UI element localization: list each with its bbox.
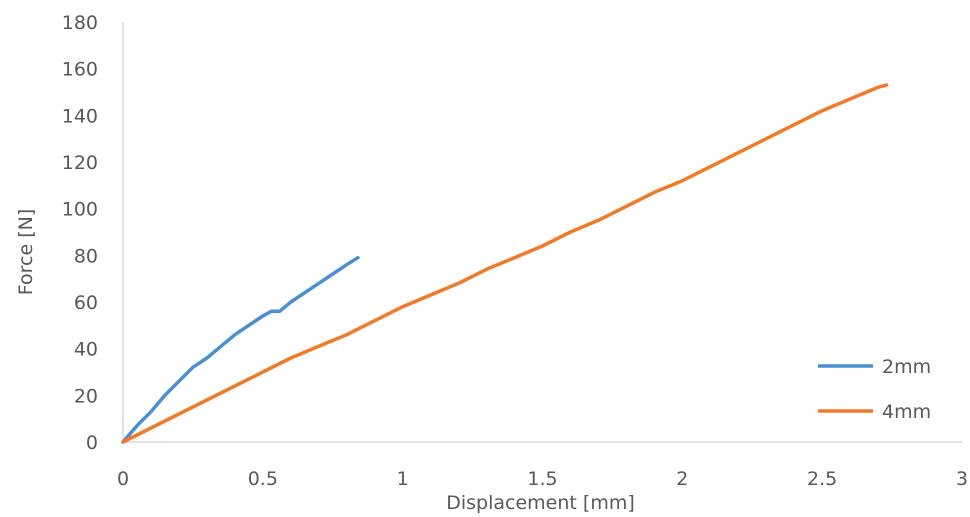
x-axis-title: Displacement [mm] bbox=[446, 492, 635, 514]
series-layer bbox=[121, 83, 889, 444]
x-tick-label: 2 bbox=[676, 468, 688, 490]
y-axis-title: Force [N] bbox=[15, 209, 37, 295]
x-tick-label: 2.5 bbox=[807, 468, 837, 490]
legend-label-2mm: 2mm bbox=[882, 356, 931, 378]
y-tick-label: 40 bbox=[74, 339, 98, 361]
y-tick-label: 100 bbox=[62, 199, 98, 221]
x-tick-label: 3 bbox=[956, 468, 968, 490]
y-tick-label: 60 bbox=[74, 292, 98, 314]
x-tick-label: 1.5 bbox=[527, 468, 557, 490]
x-tick-label: 1 bbox=[397, 468, 409, 490]
x-tick-label: 0 bbox=[117, 468, 129, 490]
series-line-4mm bbox=[121, 83, 889, 444]
y-tick-label: 140 bbox=[62, 105, 98, 127]
y-tick-labels: 0 20 40 60 80 100 120 140 160 180 bbox=[62, 12, 98, 454]
x-tick-labels: 0 0.5 1 1.5 2 2.5 3 bbox=[117, 468, 968, 490]
y-tick-label: 160 bbox=[62, 59, 98, 81]
y-tick-label: 120 bbox=[62, 152, 98, 174]
legend-label-4mm: 4mm bbox=[882, 401, 931, 423]
axes bbox=[122, 22, 962, 443]
y-tick-label: 0 bbox=[86, 432, 98, 454]
y-tick-label: 180 bbox=[62, 12, 98, 34]
x-tick-label: 0.5 bbox=[248, 468, 278, 490]
legend: 2mm 4mm bbox=[818, 356, 931, 423]
y-tick-label: 80 bbox=[74, 245, 98, 267]
y-tick-label: 20 bbox=[74, 385, 98, 407]
series-line-2mm bbox=[121, 255, 360, 444]
